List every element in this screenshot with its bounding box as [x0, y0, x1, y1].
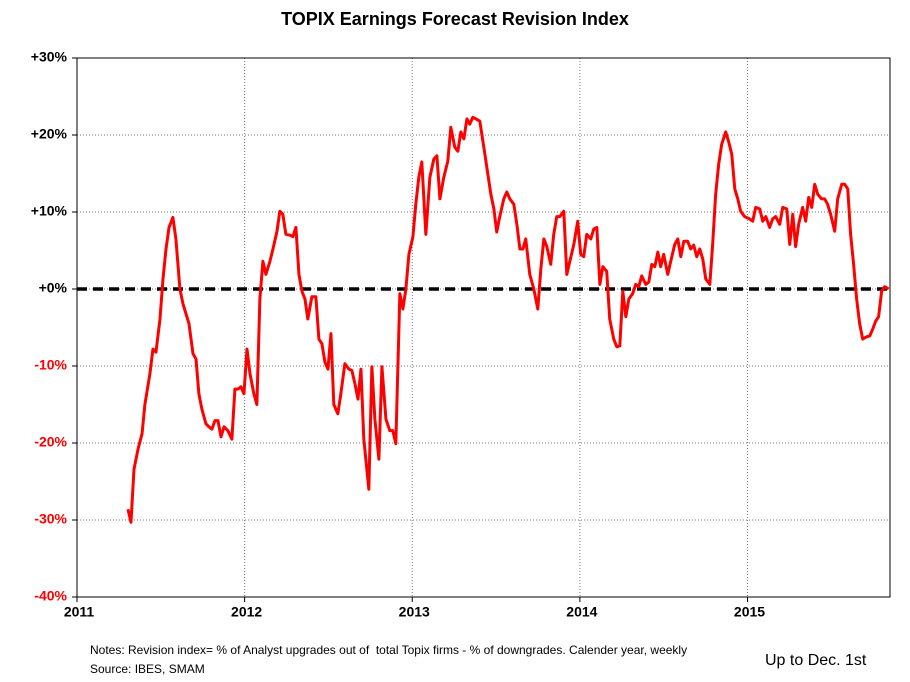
- annotation: Up to Dec. 1st: [765, 652, 867, 669]
- data-line: [126, 115, 890, 524]
- y-tick-label: +0%: [39, 280, 68, 296]
- x-tick-label: 2011: [64, 604, 95, 620]
- y-tick-label: -30%: [34, 511, 67, 527]
- y-tick-label: +30%: [31, 49, 68, 65]
- y-tick-label: -10%: [34, 357, 67, 373]
- source: Source: IBES, SMAM: [90, 662, 205, 676]
- y-tick-label: +10%: [31, 203, 68, 219]
- plot-border: [76, 57, 891, 598]
- y-tick-label: -20%: [34, 434, 67, 450]
- x-tick-label: 2013: [399, 604, 430, 620]
- y-tick-label: -40%: [34, 588, 67, 604]
- x-tick-label: 2014: [566, 604, 597, 620]
- y-tick-label: +20%: [31, 126, 68, 142]
- chart-title: TOPIX Earnings Forecast Revision Index: [281, 9, 629, 29]
- notes: Notes: Revision index= % of Analyst upgr…: [90, 643, 687, 657]
- x-tick-label: 2015: [734, 604, 765, 620]
- x-tick-label: 2012: [231, 604, 262, 620]
